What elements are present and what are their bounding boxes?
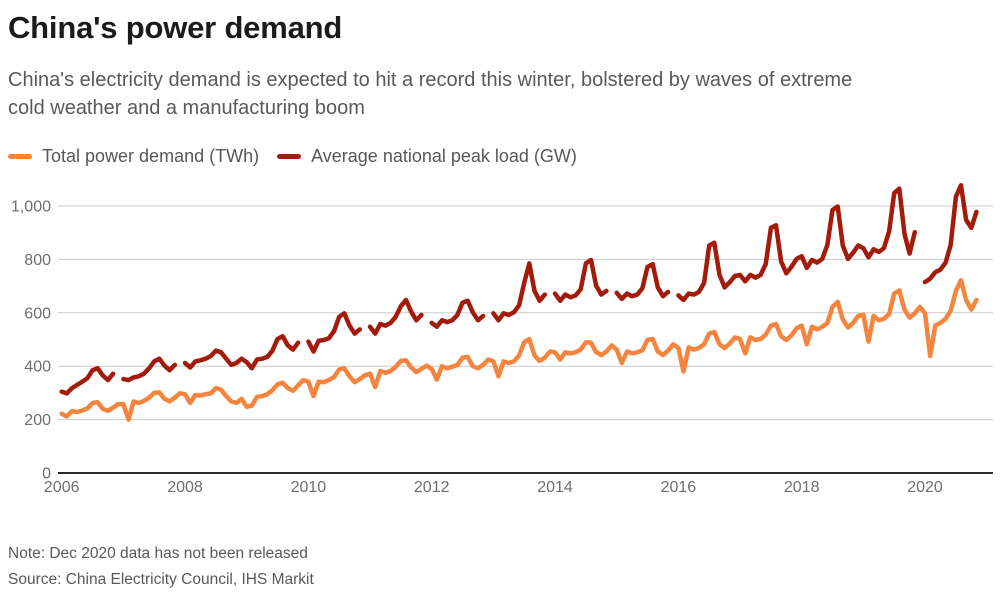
legend-label-total-power-demand: Total power demand (TWh) [42, 146, 260, 166]
chart-source: Source: China Electricity Council, IHS M… [8, 571, 314, 588]
x-axis-label: 2014 [537, 479, 573, 496]
x-axis-label: 2020 [907, 479, 943, 496]
chart-subtitle-line-1: China's electricity demand is expected t… [8, 69, 853, 91]
y-axis-label: 400 [24, 359, 51, 376]
x-axis-label: 2016 [661, 479, 697, 496]
y-axis-label: 1,000 [11, 199, 51, 216]
chart-legend: Total power demand (TWh) Average nationa… [8, 146, 577, 167]
y-axis-label: 800 [24, 252, 51, 269]
series-line-peak-load [59, 182, 979, 396]
legend-line-swatch-orange [8, 153, 32, 160]
y-axis-label: 0 [42, 466, 51, 483]
legend-line-swatch-darkred [277, 153, 302, 160]
x-axis-label: 2006 [44, 479, 80, 496]
chart-title: China's power demand [8, 10, 343, 45]
chart-subtitle: China's electricity demand is expected t… [8, 66, 852, 122]
y-axis-label: 200 [24, 412, 51, 429]
legend-item-peak-load: Average national peak load (GW) [277, 146, 577, 167]
chart-note: Note: Dec 2020 data has not been release… [8, 545, 308, 562]
series-line-total-power-demand [59, 277, 979, 422]
x-axis-label: 2008 [167, 479, 203, 496]
legend-label-peak-load: Average national peak load (GW) [311, 146, 577, 166]
chart-subtitle-line-2: cold weather and a manufacturing boom [8, 97, 365, 119]
x-axis-label: 2010 [291, 479, 327, 496]
legend-item-total-power-demand: Total power demand (TWh) [8, 146, 259, 167]
x-axis-label: 2018 [784, 479, 820, 496]
y-axis-label: 600 [24, 305, 51, 322]
x-axis-label: 2012 [414, 479, 450, 496]
